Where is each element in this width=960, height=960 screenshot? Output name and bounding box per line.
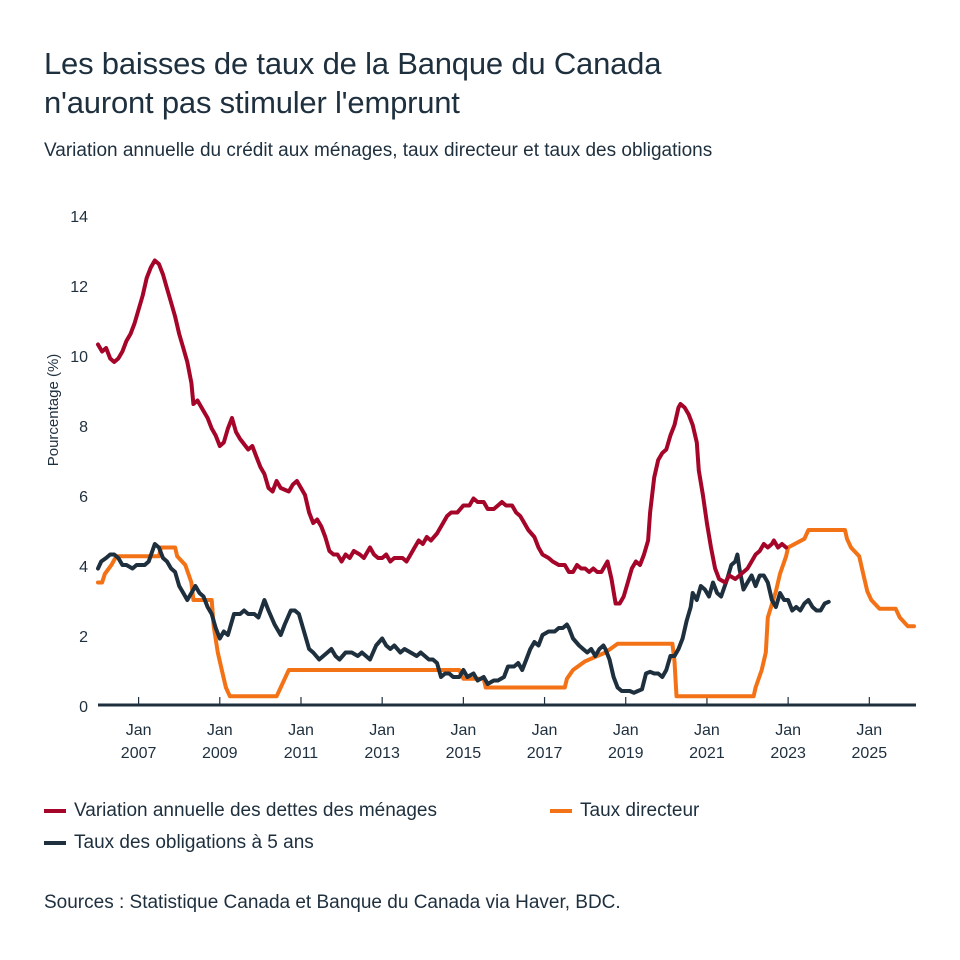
x-tick-label-month: Jan [207,722,233,739]
y-tick-label: 4 [79,559,88,576]
x-tick-label-year: 2011 [284,745,319,762]
y-tick-label: 2 [79,629,88,646]
x-tick-label-year: 2013 [364,745,400,762]
y-tick-label: 6 [79,489,88,506]
legend-label-bond-rate: Taux des obligations à 5 ans [74,832,314,853]
chart-subtitle: Variation annuelle du crédit aux ménages… [44,140,713,161]
x-tick-label-month: Jan [126,722,152,739]
chart-title-line1: Les baisses de taux de la Banque du Cana… [44,46,662,81]
chart-title-line2: n'auront pas stimuler l'emprunt [44,85,460,120]
y-tick-label: 10 [70,349,88,366]
legend-item-household-debt: Variation annuelle des dettes des ménage… [44,800,437,822]
x-tick-label-year: 2023 [770,745,806,762]
x-tick-label-month: Jan [856,722,882,739]
x-tick-label-year: 2007 [121,745,157,762]
legend-swatch-policy-rate [550,809,572,813]
x-tick-label-month: Jan [369,722,395,739]
legend-item-bond-rate: Taux des obligations à 5 ans [44,832,314,854]
series-line-bond-rate [96,542,831,695]
y-tick-label: 12 [70,279,88,296]
legend-swatch-household-debt [44,809,66,813]
x-tick-label-year: 2017 [527,745,563,762]
x-tick-label-month: Jan [288,722,314,739]
series-lines [96,258,916,699]
x-tick-label-month: Jan [532,722,558,739]
x-tick-label-year: 2025 [852,745,888,762]
chart-title: Les baisses de taux de la Banque du Cana… [44,44,924,122]
legend-item-policy-rate: Taux directeur [550,800,699,822]
y-axis-title: Pourcentage (%) [45,354,62,467]
legend-label-household-debt: Variation annuelle des dettes des ménage… [74,800,438,821]
y-tick-label: 8 [79,419,88,436]
x-tick-label-month: Jan [775,722,801,739]
legend-label-policy-rate: Taux directeur [580,800,700,821]
x-tick-label-year: 2015 [446,745,482,762]
source-note: Sources : Statistique Canada et Banque d… [44,892,621,913]
x-tick-label-month: Jan [613,722,639,739]
x-tick-label-month: Jan [694,722,720,739]
legend-swatch-bond-rate [44,841,66,845]
series-line-policy-rate [96,528,916,699]
x-tick-label-month: Jan [450,722,476,739]
y-tick-label: 0 [79,699,88,716]
x-tick-label-year: 2009 [202,745,238,762]
x-tick-label-year: 2019 [608,745,644,762]
x-tick-labels: Jan 2007 Jan 2009 Jan 2011 Jan 2013 Jan 2015 Jan 20… [121,697,887,762]
y-tick-label: 14 [70,209,88,226]
y-tick-labels: 0 2 4 6 8 10 12 14 [70,209,88,716]
series-line-household-debt [96,258,789,606]
x-tick-label-year: 2021 [689,745,725,762]
